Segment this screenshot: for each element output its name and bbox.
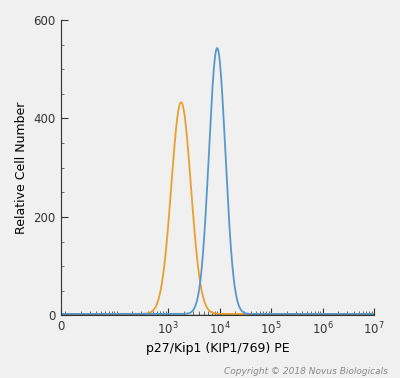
Y-axis label: Relative Cell Number: Relative Cell Number bbox=[15, 102, 28, 234]
Text: Copyright © 2018 Novus Biologicals: Copyright © 2018 Novus Biologicals bbox=[224, 367, 388, 376]
X-axis label: p27/Kip1 (KIP1/769) PE: p27/Kip1 (KIP1/769) PE bbox=[146, 342, 289, 355]
